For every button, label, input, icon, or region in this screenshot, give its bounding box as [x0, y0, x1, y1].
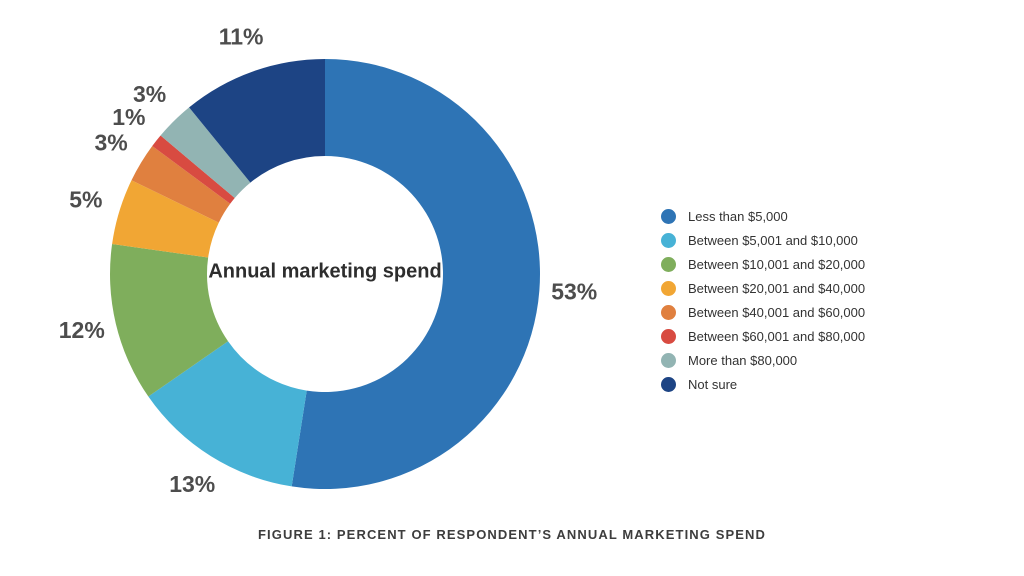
legend-label: Between $40,001 and $60,000 — [688, 305, 866, 320]
legend-label: More than $80,000 — [688, 353, 798, 368]
legend-swatch-icon — [661, 209, 676, 224]
legend-label: Between $10,001 and $20,000 — [688, 257, 866, 272]
figure-caption: FIGURE 1: PERCENT OF RESPONDENT’S ANNUAL… — [258, 527, 766, 542]
percent-label: 5% — [69, 186, 102, 212]
legend-label: Between $20,001 and $40,000 — [688, 281, 866, 296]
legend-item: Not sure — [661, 377, 865, 392]
pie-slice-6 — [160, 107, 251, 198]
percent-label: 11% — [219, 24, 264, 50]
pie-slice-4 — [131, 146, 231, 223]
percent-label: 1% — [112, 104, 145, 130]
percent-label: 13% — [169, 471, 215, 497]
legend-swatch-icon — [661, 305, 676, 320]
pie-slice-3 — [112, 180, 219, 258]
percent-label: 3% — [95, 130, 128, 156]
legend-swatch-icon — [661, 353, 676, 368]
legend-item: Between $10,001 and $20,000 — [661, 257, 865, 272]
legend-swatch-icon — [661, 377, 676, 392]
legend-label: Between $5,001 and $10,000 — [688, 233, 858, 248]
legend-item: Between $60,001 and $80,000 — [661, 329, 865, 344]
percent-label: 3% — [133, 81, 166, 107]
legend: Less than $5,000 Between $5,001 and $10,0… — [661, 209, 865, 392]
pie-slice-7 — [189, 59, 325, 183]
pie-slice-0 — [291, 59, 541, 489]
legend-swatch-icon — [661, 281, 676, 296]
legend-swatch-icon — [661, 329, 676, 344]
legend-label: Between $60,001 and $80,000 — [688, 329, 866, 344]
percent-label: 53% — [551, 278, 597, 304]
pie-slice-1 — [148, 341, 307, 487]
pie-slice-2 — [109, 244, 229, 397]
legend-item: Between $5,001 and $10,000 — [661, 233, 865, 248]
legend-label: Not sure — [688, 377, 738, 392]
legend-label: Less than $5,000 — [688, 209, 788, 224]
legend-swatch-icon — [661, 233, 676, 248]
legend-item: More than $80,000 — [661, 353, 865, 368]
legend-item: Less than $5,000 — [661, 209, 865, 224]
percent-label: 12% — [59, 317, 105, 343]
legend-swatch-icon — [661, 257, 676, 272]
legend-item: Between $20,001 and $40,000 — [661, 281, 865, 296]
chart-center-label: Annual marketing spend — [208, 260, 442, 283]
pie-slice-5 — [152, 135, 235, 204]
legend-item: Between $40,001 and $60,000 — [661, 305, 865, 320]
